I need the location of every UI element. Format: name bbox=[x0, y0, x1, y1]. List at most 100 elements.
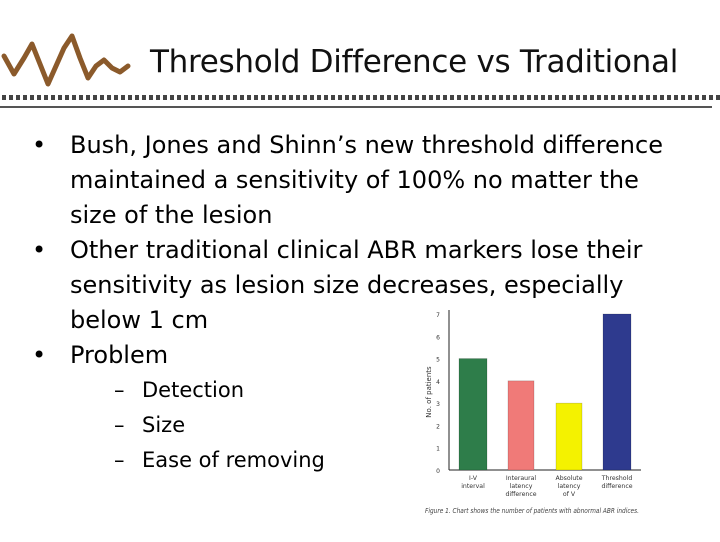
dash-icon: – bbox=[114, 378, 125, 402]
divider-dot bbox=[415, 95, 419, 100]
divider-dot bbox=[527, 95, 531, 100]
category-label: Absolute bbox=[555, 475, 582, 482]
divider-dot bbox=[457, 95, 461, 100]
bullet-item: • Problem – Detection – Size – Ease of remo… bbox=[30, 338, 690, 478]
divider-dot bbox=[541, 95, 545, 100]
bullet-text: Other traditional clinical ABR markers l… bbox=[70, 236, 643, 334]
sub-bullet-text: Ease of removing bbox=[142, 448, 325, 472]
divider-dot bbox=[534, 95, 538, 100]
divider-dot bbox=[121, 95, 125, 100]
divider-dot bbox=[114, 95, 118, 100]
sub-bullet-item: – Ease of removing bbox=[114, 443, 690, 478]
divider-dot bbox=[653, 95, 657, 100]
divider-dot bbox=[443, 95, 447, 100]
divider-dot bbox=[380, 95, 384, 100]
divider-dot bbox=[604, 95, 608, 100]
divider-dot bbox=[107, 95, 111, 100]
decorative-wave-graphic bbox=[1, 33, 131, 87]
bar bbox=[555, 402, 583, 471]
divider-dot bbox=[65, 95, 69, 100]
sub-bullet-text: Detection bbox=[142, 378, 245, 402]
y-tick-label: 0 bbox=[436, 468, 440, 475]
divider-dot bbox=[275, 95, 279, 100]
sub-bullet-text: Size bbox=[142, 413, 186, 437]
bar bbox=[507, 380, 535, 471]
y-axis-label: No. of patients bbox=[425, 366, 433, 418]
divider-dot bbox=[100, 95, 104, 100]
divider-dot bbox=[520, 95, 524, 100]
divider-dot bbox=[9, 95, 13, 100]
divider-dot bbox=[513, 95, 517, 100]
divider-dot bbox=[429, 95, 433, 100]
category-label: difference bbox=[601, 483, 632, 490]
y-tick-label: 6 bbox=[436, 334, 440, 341]
y-tick-label: 2 bbox=[436, 423, 440, 430]
divider-dot bbox=[128, 95, 132, 100]
divider-dot bbox=[240, 95, 244, 100]
category-label: latency bbox=[558, 483, 581, 490]
divider-dot bbox=[219, 95, 223, 100]
divider-dot bbox=[681, 95, 685, 100]
divider-dot bbox=[317, 95, 321, 100]
divider-dot bbox=[450, 95, 454, 100]
slide-title: Threshold Difference vs Traditional bbox=[150, 44, 679, 80]
divider-dot bbox=[394, 95, 398, 100]
divider-dot bbox=[359, 95, 363, 100]
sub-bullet-list: – Detection – Size – Ease of removing bbox=[70, 373, 690, 478]
divider-dot bbox=[212, 95, 216, 100]
divider-dot bbox=[338, 95, 342, 100]
chart-caption: Figure 1. Chart shows the number of pati… bbox=[425, 507, 639, 515]
divider-dot bbox=[30, 95, 34, 100]
content-frame bbox=[0, 106, 712, 542]
divider-dot bbox=[51, 95, 55, 100]
divider-dot bbox=[254, 95, 258, 100]
divider-dot bbox=[282, 95, 286, 100]
divider-dot bbox=[86, 95, 90, 100]
divider-dot bbox=[499, 95, 503, 100]
divider-dot bbox=[667, 95, 671, 100]
bullet-text: Problem bbox=[70, 341, 169, 369]
divider-dot bbox=[79, 95, 83, 100]
divider-dot bbox=[289, 95, 293, 100]
divider-dot bbox=[422, 95, 426, 100]
bullet-item: • Other traditional clinical ABR markers… bbox=[30, 233, 690, 338]
divider-dot bbox=[387, 95, 391, 100]
bullet-list: • Bush, Jones and Shinn’s new threshold … bbox=[30, 128, 690, 478]
divider-dot bbox=[247, 95, 251, 100]
divider-dot bbox=[163, 95, 167, 100]
divider-dot bbox=[296, 95, 300, 100]
divider-dot bbox=[492, 95, 496, 100]
divider-dot bbox=[352, 95, 356, 100]
divider-dot bbox=[135, 95, 139, 100]
divider-dot bbox=[170, 95, 174, 100]
divider-dot bbox=[485, 95, 489, 100]
category-label: interval bbox=[461, 483, 485, 490]
divider-dot bbox=[310, 95, 314, 100]
divider-dot bbox=[226, 95, 230, 100]
divider-dot bbox=[548, 95, 552, 100]
category-label: Threshold bbox=[601, 475, 633, 482]
bullet-text: Bush, Jones and Shinn’s new threshold di… bbox=[70, 131, 663, 229]
divider-dot bbox=[688, 95, 692, 100]
bullet-item: • Bush, Jones and Shinn’s new threshold … bbox=[30, 128, 690, 233]
divider-dot bbox=[37, 95, 41, 100]
sub-bullet-item: – Size bbox=[114, 408, 690, 443]
divider-dot bbox=[702, 95, 706, 100]
divider-dot bbox=[590, 95, 594, 100]
category-label: of V bbox=[563, 491, 576, 498]
divider-dot bbox=[632, 95, 636, 100]
divider-dot bbox=[303, 95, 307, 100]
divider-dot bbox=[16, 95, 20, 100]
divider-dot bbox=[44, 95, 48, 100]
divider-dot bbox=[611, 95, 615, 100]
divider-dot bbox=[569, 95, 573, 100]
divider-dot bbox=[366, 95, 370, 100]
divider-dot bbox=[695, 95, 699, 100]
dash-icon: – bbox=[114, 448, 125, 472]
divider-dot bbox=[261, 95, 265, 100]
divider-dot bbox=[674, 95, 678, 100]
dash-icon: – bbox=[114, 413, 125, 437]
divider-dot bbox=[625, 95, 629, 100]
divider-dot bbox=[562, 95, 566, 100]
